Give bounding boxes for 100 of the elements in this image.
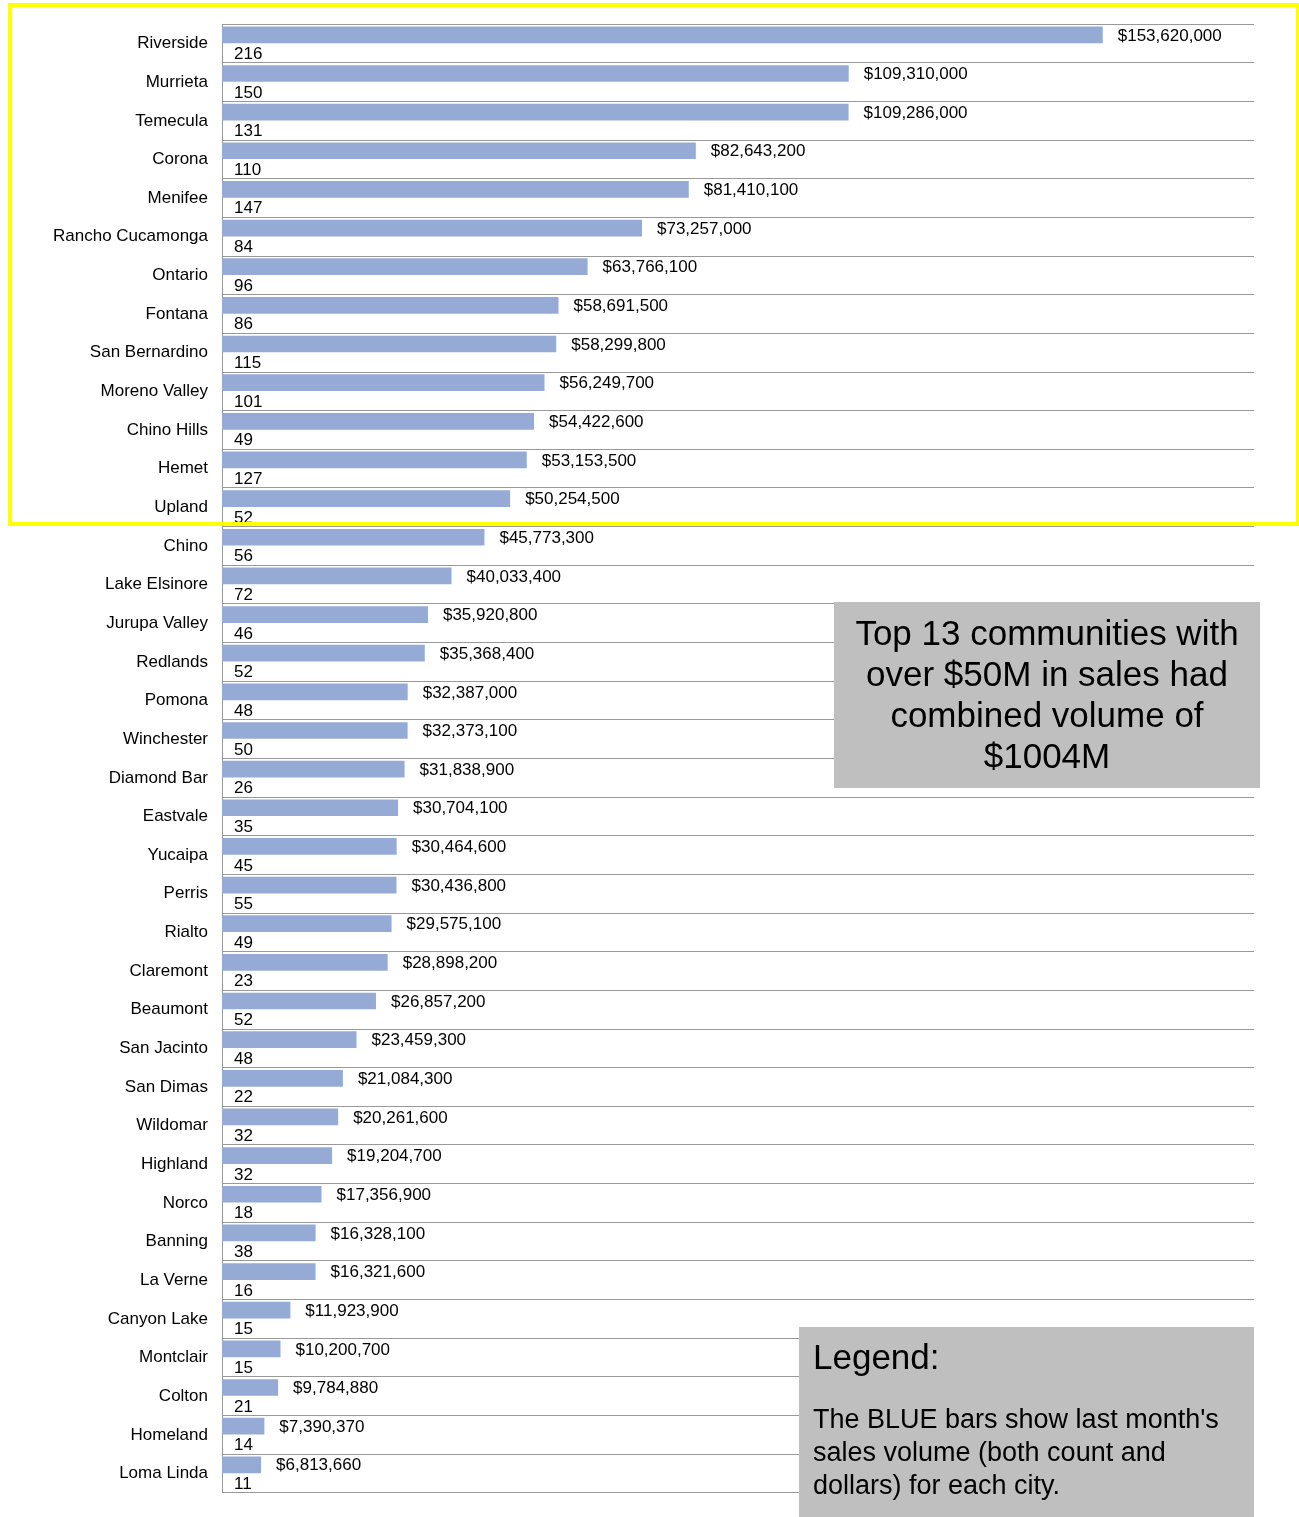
- data-label: 52: [234, 662, 253, 682]
- bar: [222, 412, 535, 430]
- y-tick-label: Colton: [158, 1385, 208, 1405]
- data-label: $7,390,370: [279, 1416, 365, 1436]
- y-tick-label: La Verne: [139, 1269, 208, 1289]
- data-label: 49: [234, 932, 253, 952]
- bar: [222, 1185, 322, 1203]
- data-label: $11,923,900: [305, 1300, 399, 1320]
- data-label: 56: [234, 546, 253, 566]
- bar: [222, 760, 405, 778]
- data-label: $58,691,500: [573, 296, 669, 316]
- data-label: $19,204,700: [347, 1146, 442, 1166]
- y-tick-label: San Bernardino: [89, 342, 208, 362]
- bar: [222, 644, 425, 662]
- data-label: $50,254,500: [525, 489, 620, 509]
- y-tick-label: Chino: [163, 535, 208, 555]
- bar: [222, 954, 388, 971]
- bar: [222, 26, 1103, 44]
- data-label: $109,286,000: [863, 102, 968, 122]
- bar: [222, 258, 588, 276]
- data-label: $20,261,600: [353, 1107, 448, 1127]
- y-tick-label: Lake Elsinore: [104, 574, 208, 594]
- data-label: $81,410,100: [703, 180, 799, 200]
- y-tick-label: Montclair: [139, 1347, 209, 1367]
- bar: [222, 722, 408, 739]
- data-label: 86: [234, 314, 253, 334]
- data-label: $35,368,400: [439, 643, 535, 663]
- data-label: $56,249,700: [559, 373, 655, 393]
- bar: [222, 142, 696, 160]
- y-tick-label: Riverside: [137, 33, 208, 53]
- y-tick-label: San Dimas: [124, 1076, 208, 1096]
- bar: [222, 1069, 343, 1087]
- y-tick-label: Claremont: [129, 960, 209, 980]
- data-label: $32,373,100: [422, 721, 518, 741]
- y-tick-label: Highland: [140, 1153, 208, 1173]
- bar: [222, 1417, 265, 1435]
- data-label: 32: [234, 1164, 253, 1184]
- data-label: $53,153,500: [541, 450, 637, 470]
- data-label: 50: [234, 739, 253, 759]
- bar: [222, 1456, 262, 1474]
- data-label: $28,898,200: [402, 953, 498, 973]
- y-tick-label: Perris: [163, 883, 208, 903]
- y-tick-label: San Jacinto: [119, 1038, 208, 1058]
- data-label: 49: [234, 430, 253, 450]
- data-label: 38: [234, 1241, 253, 1261]
- y-tick-label: Banning: [145, 1231, 208, 1251]
- data-label: 216: [234, 43, 263, 63]
- y-tick-label: Diamond Bar: [108, 767, 209, 787]
- data-label: 11: [234, 1473, 252, 1493]
- data-label: 115: [234, 353, 262, 373]
- data-label: 48: [234, 1048, 253, 1068]
- data-label: 131: [234, 121, 263, 141]
- y-tick-label: Temecula: [135, 110, 209, 130]
- y-tick-label: Yucaipa: [147, 844, 209, 864]
- bar: [222, 1301, 291, 1319]
- data-label: $73,257,000: [657, 218, 752, 238]
- data-label: 18: [234, 1203, 253, 1223]
- bar: [222, 915, 392, 933]
- bar: [222, 490, 511, 507]
- data-label: $9,784,880: [293, 1378, 379, 1398]
- bar: [222, 1108, 339, 1126]
- data-label: 16: [234, 1280, 253, 1300]
- data-label: 14: [234, 1435, 253, 1455]
- data-label: 26: [234, 778, 253, 798]
- data-label: 52: [234, 1010, 253, 1030]
- data-label: 15: [234, 1319, 253, 1339]
- y-tick-label: Fontana: [145, 303, 209, 323]
- y-tick-label: Chino Hills: [126, 419, 208, 439]
- data-label: $30,464,600: [411, 837, 507, 857]
- data-label: $30,436,800: [411, 875, 507, 895]
- y-tick-label: Ontario: [152, 265, 208, 285]
- data-label: $6,813,660: [276, 1455, 362, 1475]
- y-tick-label: Corona: [152, 149, 209, 169]
- data-label: 127: [234, 469, 263, 489]
- bar: [222, 1263, 316, 1280]
- data-label: 110: [234, 159, 262, 179]
- data-label: $63,766,100: [602, 257, 698, 277]
- y-tick-label: Loma Linda: [119, 1463, 209, 1483]
- data-label: $10,200,700: [295, 1339, 391, 1359]
- bar: [222, 65, 849, 82]
- data-label: $32,387,000: [422, 682, 518, 702]
- bar: [222, 838, 397, 855]
- data-label: $23,459,300: [371, 1030, 467, 1050]
- bar: [222, 799, 399, 817]
- bar: [222, 1147, 333, 1164]
- y-tick-label: Homeland: [130, 1424, 208, 1444]
- data-label: $54,422,600: [549, 411, 644, 431]
- y-tick-label: Murrieta: [145, 71, 209, 91]
- y-tick-label: Jurupa Valley: [106, 612, 209, 632]
- data-label: $45,773,300: [499, 527, 594, 547]
- data-label: 45: [234, 855, 253, 875]
- y-tick-label: Moreno Valley: [100, 381, 209, 401]
- bar: [222, 181, 689, 198]
- annotation: Legend:: [813, 1336, 941, 1378]
- y-tick-label: Hemet: [157, 458, 209, 478]
- data-label: $21,084,300: [357, 1068, 453, 1088]
- y-tick-label: Norco: [162, 1192, 208, 1212]
- data-label: 48: [234, 700, 253, 720]
- bar: [222, 528, 485, 546]
- data-label: $31,838,900: [419, 759, 515, 779]
